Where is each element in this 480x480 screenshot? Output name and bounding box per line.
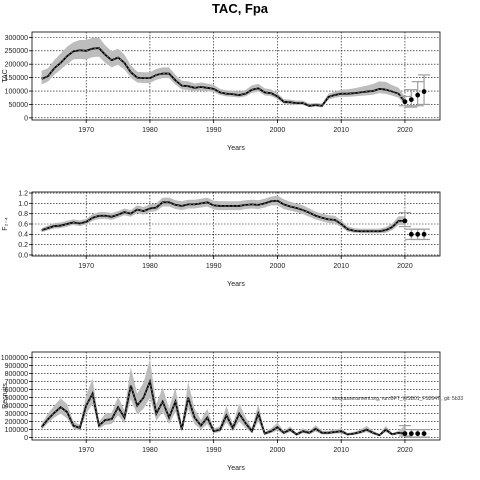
forecast-point xyxy=(415,431,421,436)
y-tick-label: 900000 xyxy=(5,363,28,370)
x-axis-label: Years xyxy=(227,281,245,288)
y-tick-label: 1.0 xyxy=(18,201,28,208)
y-tick-label: 1.2 xyxy=(18,190,28,197)
x-tick-label: 1990 xyxy=(206,127,222,134)
run-watermark: stockassessment.org, run:BFT_WSB01_FS204… xyxy=(332,396,463,402)
y-tick-label: 400000 xyxy=(5,403,28,410)
x-tick-label: 2010 xyxy=(333,127,349,134)
forecast-point xyxy=(421,231,427,237)
y-tick-label: 0 xyxy=(24,115,28,122)
x-tick-label: 1990 xyxy=(206,263,222,270)
forecast-point xyxy=(402,431,408,436)
y-tick-label: 100000 xyxy=(5,88,28,95)
forecast-point xyxy=(408,431,414,436)
y-tick-label: 300000 xyxy=(5,35,28,42)
y-tick-label: 1000000 xyxy=(1,355,28,362)
panel-fpa: 1970 1980 1990 2000 2010 2020 0.0 0.2 0.4 0.6 0.8 1… xyxy=(2,190,441,288)
series-line xyxy=(41,199,405,233)
plot-frame xyxy=(31,351,441,441)
x-tick-label: 1970 xyxy=(78,263,94,270)
y-tick-label: 0.4 xyxy=(18,232,28,239)
y-tick-label: 800000 xyxy=(5,371,28,378)
y-tick-label: 200000 xyxy=(5,62,28,69)
confidence-band xyxy=(41,195,405,234)
panel-tac: 1970 1980 1990 2000 2010 2020 0 50000 100000 1500… xyxy=(2,31,441,152)
x-tick-label: 2020 xyxy=(397,263,413,270)
y-axis-label: Recruits xyxy=(2,383,9,409)
x-tick-label: 2020 xyxy=(397,127,413,134)
y-axis-label: TAC xyxy=(2,69,9,82)
y-tick-label: 300000 xyxy=(5,411,28,418)
x-tick-label: 2010 xyxy=(333,447,349,454)
x-tick-label: 1980 xyxy=(142,127,158,134)
x-tick-label: 2000 xyxy=(270,447,286,454)
x-axis-label: Years xyxy=(227,465,245,472)
forecast-point xyxy=(402,218,408,224)
x-axis-label: Years xyxy=(227,145,245,152)
x-tick-label: 1970 xyxy=(78,127,94,134)
y-tick-label: 200000 xyxy=(5,419,28,426)
y-tick-label: 0 xyxy=(24,435,28,442)
figure-title: TAC, Fpa xyxy=(211,1,269,16)
x-tick-label: 1990 xyxy=(206,447,222,454)
x-tick-label: 2010 xyxy=(333,263,349,270)
y-tick-label: 0.2 xyxy=(18,242,28,249)
y-tick-label: 100000 xyxy=(5,427,28,434)
forecast-point xyxy=(415,231,421,237)
forecast-point xyxy=(402,99,408,105)
x-tick-label: 1980 xyxy=(142,447,158,454)
plot-frame xyxy=(31,31,441,121)
forecast-point xyxy=(408,231,414,237)
x-tick-label: 1980 xyxy=(142,263,158,270)
x-tick-label: 2000 xyxy=(270,263,286,270)
forecast-point xyxy=(421,431,427,436)
forecast-point xyxy=(408,97,414,103)
y-tick-label: 150000 xyxy=(5,75,28,82)
y-tick-label: 700000 xyxy=(5,379,28,386)
y-tick-label: 600000 xyxy=(5,387,28,394)
confidence-band xyxy=(41,359,405,436)
y-tick-label: 0.0 xyxy=(18,252,28,259)
forecast-point xyxy=(415,92,421,98)
series-line-dash xyxy=(41,380,405,436)
forecast-point xyxy=(421,89,427,94)
series-line-dash xyxy=(41,47,406,107)
y-tick-label: 0.6 xyxy=(18,221,28,228)
x-tick-label: 2020 xyxy=(397,447,413,454)
y-tick-label: 500000 xyxy=(5,395,28,402)
y-tick-label: 50000 xyxy=(9,102,29,109)
x-tick-label: 1970 xyxy=(78,447,94,454)
y-tick-label: 250000 xyxy=(5,48,28,55)
y-axis-label: F₂₋₄ xyxy=(2,217,9,231)
y-tick-label: 0.8 xyxy=(18,211,28,218)
panel-recruitment: 1970 1980 1990 2000 2010 2020 0100000200000300… xyxy=(1,351,441,472)
x-tick-label: 2000 xyxy=(270,127,286,134)
